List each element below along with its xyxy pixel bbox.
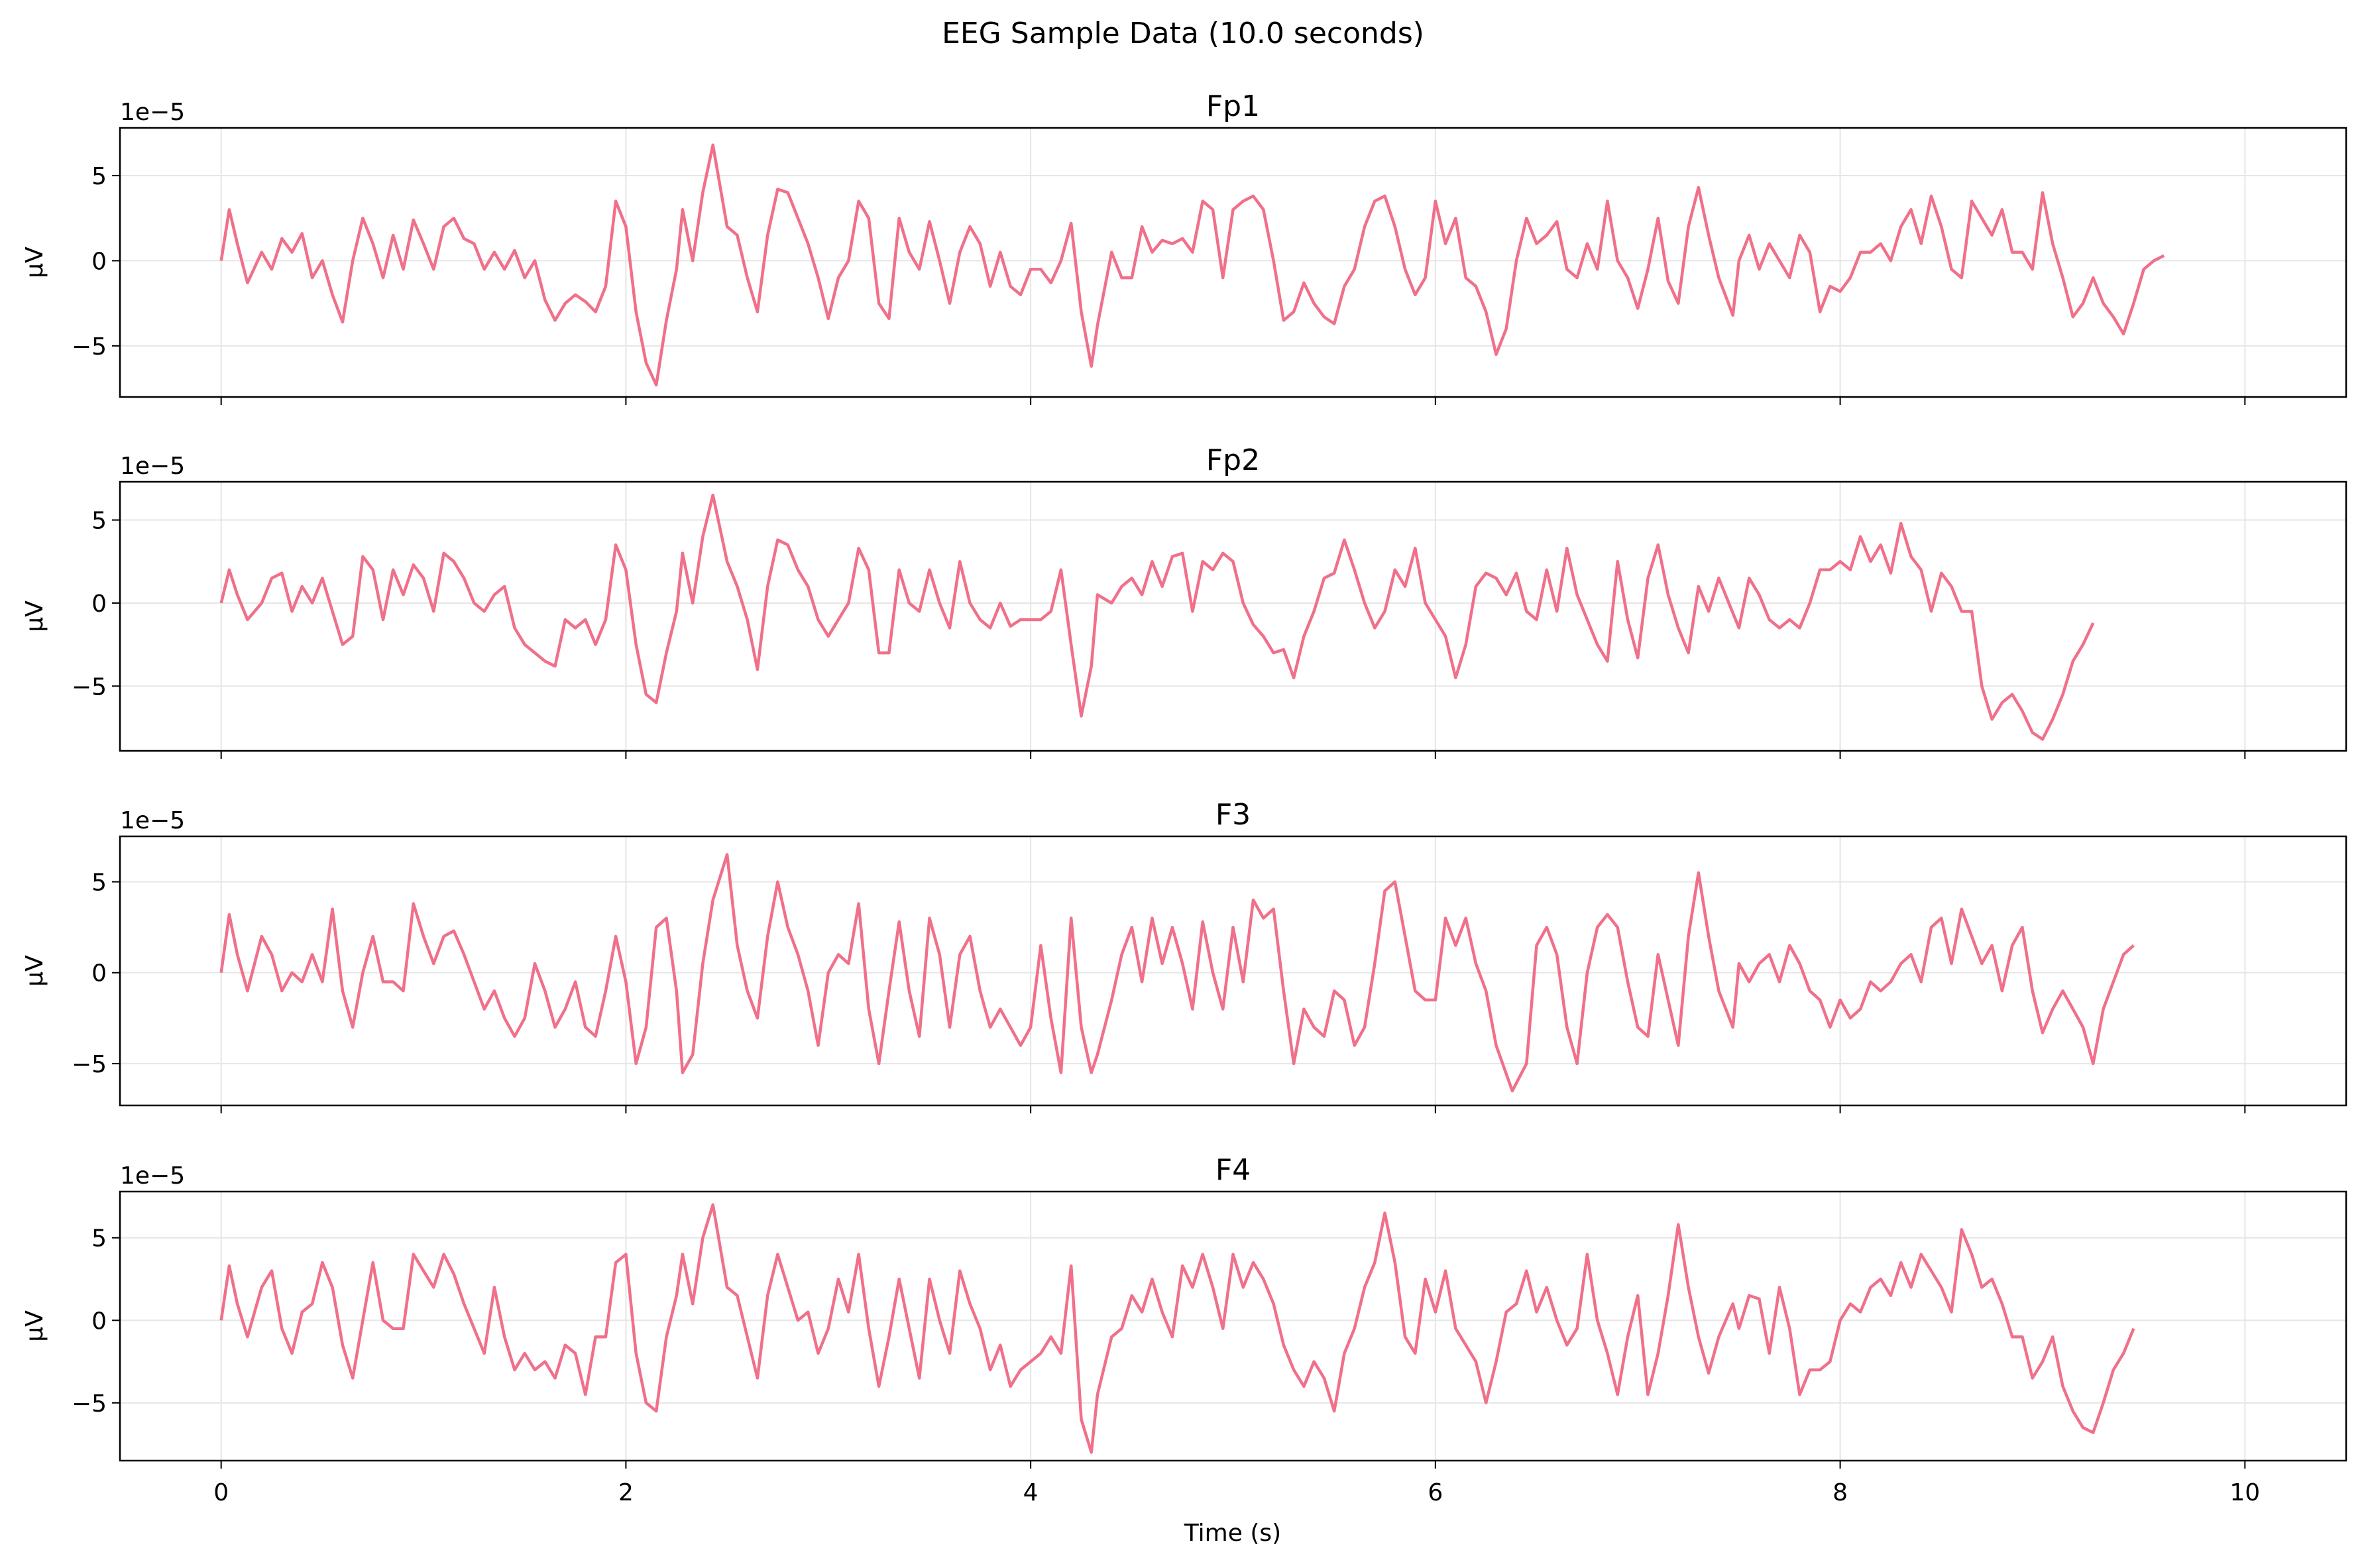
y-tick-label: −5 [72, 1051, 107, 1078]
y-tick-label: 0 [91, 1308, 107, 1335]
x-tick-label: 4 [1023, 1479, 1039, 1506]
panel-f4: −5 0 5 0 2 4 6 8 10 F4 1e−5 µV [21, 1153, 2347, 1506]
axes-frame [119, 480, 2347, 752]
y-tick-label: 0 [91, 590, 107, 618]
y-axis-label: µV [21, 600, 48, 632]
x-axis-label: Time (s) [1184, 1520, 1281, 1547]
figure-title: EEG Sample Data (10.0 seconds) [942, 17, 1424, 50]
offset-label: 1e−5 [120, 453, 185, 480]
y-tick-label: −5 [72, 333, 107, 361]
x-tick-label: 2 [618, 1479, 634, 1506]
signal-line-fp2 [219, 493, 2095, 741]
y-tick-label: −5 [72, 1390, 107, 1418]
x-tick-label: 6 [1428, 1479, 1443, 1506]
signal-line-f3 [219, 853, 2135, 1093]
x-tick-label: 8 [1832, 1479, 1848, 1506]
signal-line-f4 [219, 1203, 2135, 1454]
y-axis-label: µV [21, 955, 48, 987]
panel-f3: −5 0 5 F3 1e−5 µV [21, 798, 2347, 1113]
offset-label: 1e−5 [120, 99, 185, 126]
signal-line-fp1 [219, 143, 2165, 387]
panel-fp1: −5 0 5 Fp1 1e−5 µV [21, 89, 2347, 405]
y-axis-label: µV [21, 1310, 48, 1342]
axes-frame [119, 127, 2347, 398]
y-tick-label: −5 [72, 673, 107, 700]
y-tick-label: 5 [91, 163, 107, 190]
panel-title: Fp1 [1206, 89, 1260, 123]
x-tick-label: 0 [213, 1479, 229, 1506]
y-tick-label: 5 [91, 869, 107, 897]
y-tick-label: 0 [91, 960, 107, 987]
y-tick-label: 5 [91, 508, 107, 535]
x-tick-label: 10 [2229, 1479, 2260, 1506]
y-tick-label: 5 [91, 1225, 107, 1253]
axes-frame [119, 835, 2347, 1107]
y-tick-label: 0 [91, 248, 107, 275]
offset-label: 1e−5 [120, 807, 185, 834]
panel-title: F3 [1215, 798, 1251, 832]
panels-group: −505Fp11e−5µV−505Fp21e−5µV−505F31e−5µV−5… [21, 89, 2347, 1506]
panel-title: Fp2 [1206, 443, 1260, 477]
y-axis-label: µV [21, 247, 48, 278]
panel-fp2: −5 0 5 Fp2 1e−5 µV [21, 443, 2347, 759]
axes-frame [119, 1190, 2347, 1462]
panel-title: F4 [1215, 1153, 1251, 1187]
offset-label: 1e−5 [120, 1162, 185, 1190]
